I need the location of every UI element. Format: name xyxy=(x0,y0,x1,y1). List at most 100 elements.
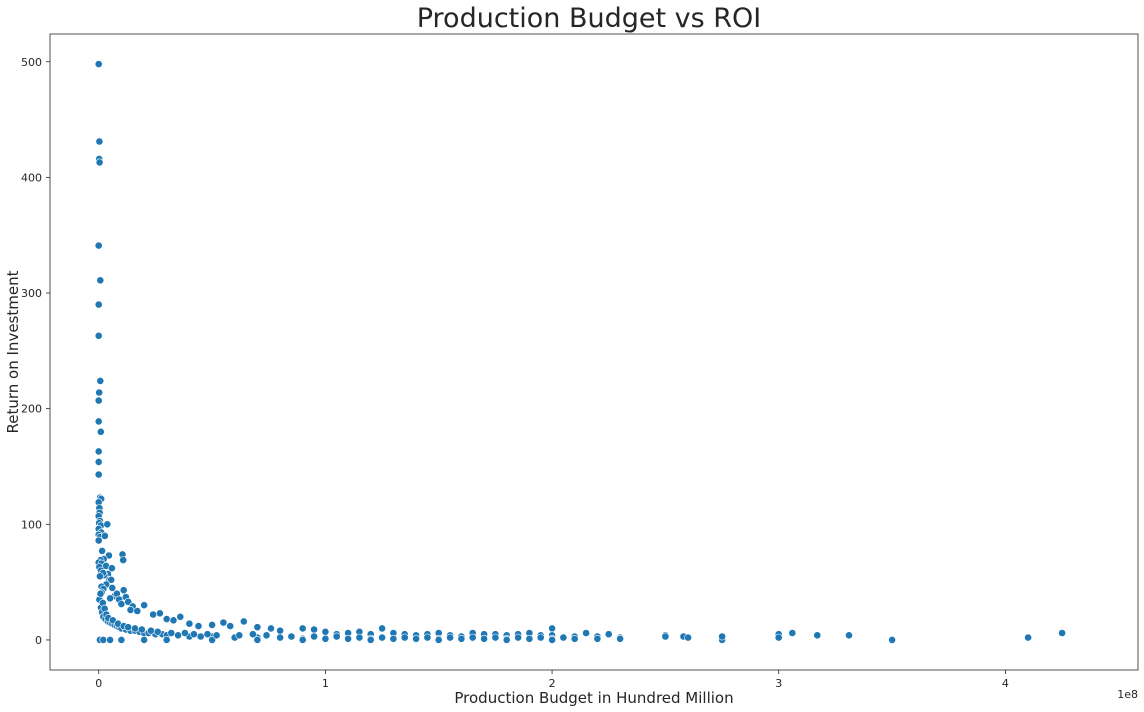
x-tick-label: 3 xyxy=(775,677,782,690)
data-point xyxy=(194,622,203,630)
data-point xyxy=(119,556,128,564)
data-point xyxy=(96,376,105,385)
data-point xyxy=(98,547,106,555)
data-point xyxy=(96,276,105,285)
data-point xyxy=(226,622,235,630)
data-point xyxy=(94,300,103,309)
data-point xyxy=(774,633,783,642)
data-point xyxy=(94,447,103,456)
data-point xyxy=(262,631,271,640)
data-point xyxy=(203,630,212,639)
data-point xyxy=(96,572,104,581)
x-tick-label: 1 xyxy=(322,677,329,690)
data-point xyxy=(321,627,330,636)
data-point xyxy=(95,388,104,397)
data-point xyxy=(196,632,205,641)
data-point xyxy=(536,633,545,642)
data-point xyxy=(106,594,114,603)
data-point xyxy=(162,636,171,644)
data-point xyxy=(108,564,116,573)
data-point xyxy=(103,520,112,529)
data-point xyxy=(95,137,104,146)
data-point xyxy=(321,634,330,643)
x-ticks: 0 1 2 3 4 xyxy=(95,670,1009,690)
data-point xyxy=(332,632,341,641)
data-point xyxy=(153,627,162,636)
data-point xyxy=(559,633,568,642)
data-point xyxy=(525,634,534,643)
data-point xyxy=(355,633,364,642)
points-layer xyxy=(94,60,1066,644)
data-point xyxy=(180,629,189,637)
data-point xyxy=(94,241,103,250)
data-point xyxy=(155,609,164,618)
data-point xyxy=(813,631,822,640)
data-point xyxy=(1024,633,1032,642)
data-point xyxy=(604,630,613,639)
data-point xyxy=(1058,629,1066,637)
data-point xyxy=(167,629,176,637)
data-point xyxy=(366,636,375,644)
data-point xyxy=(140,601,148,610)
data-point xyxy=(661,632,670,641)
data-point xyxy=(298,636,307,644)
y-tick-label: 100 xyxy=(21,518,42,531)
data-point xyxy=(117,636,126,644)
data-point xyxy=(344,634,352,643)
data-point xyxy=(378,624,386,633)
data-point xyxy=(208,621,216,629)
data-point xyxy=(616,634,624,643)
y-tick-label: 0 xyxy=(35,634,42,647)
data-point xyxy=(146,626,155,635)
plot-frame xyxy=(49,33,1139,671)
data-point xyxy=(133,607,142,615)
x-axis-label: Production Budget in Hundred Million xyxy=(454,689,733,707)
data-point xyxy=(434,636,443,644)
data-point xyxy=(94,417,103,426)
y-tick-label: 400 xyxy=(21,171,42,184)
data-point xyxy=(185,619,194,628)
data-point xyxy=(400,633,409,642)
data-point xyxy=(480,634,488,643)
data-point xyxy=(378,633,386,642)
data-point xyxy=(267,624,275,633)
data-point xyxy=(96,589,105,598)
data-point xyxy=(235,631,244,640)
data-point xyxy=(174,631,182,640)
data-point xyxy=(140,636,148,644)
data-point xyxy=(276,626,284,635)
data-point xyxy=(176,612,185,621)
data-point xyxy=(99,636,108,644)
data-point xyxy=(253,636,262,644)
x-tick-label: 2 xyxy=(549,677,556,690)
data-point xyxy=(94,331,103,340)
data-point xyxy=(94,470,103,479)
x-offset-label: 1e8 xyxy=(1117,688,1138,701)
data-point xyxy=(162,615,171,623)
data-point xyxy=(446,633,454,642)
y-tick-label: 200 xyxy=(21,403,42,416)
y-axis-label: Return on Investment xyxy=(4,270,22,433)
data-point xyxy=(287,632,296,641)
data-point xyxy=(94,60,103,68)
data-point xyxy=(96,427,105,436)
data-point xyxy=(491,633,500,642)
data-point xyxy=(582,629,590,637)
data-point xyxy=(310,632,318,641)
data-point xyxy=(189,630,198,639)
data-point xyxy=(788,629,797,637)
data-point xyxy=(101,532,109,540)
data-point xyxy=(457,634,466,643)
data-point xyxy=(310,625,318,634)
data-point xyxy=(94,457,103,466)
data-point xyxy=(149,610,157,619)
data-point xyxy=(514,633,522,642)
data-point xyxy=(131,624,139,633)
data-point xyxy=(94,536,103,545)
data-point xyxy=(502,636,511,644)
x-tick-label: 0 xyxy=(95,677,102,690)
y-tick-label: 300 xyxy=(21,287,42,300)
data-point xyxy=(718,632,726,641)
data-point xyxy=(219,618,228,627)
